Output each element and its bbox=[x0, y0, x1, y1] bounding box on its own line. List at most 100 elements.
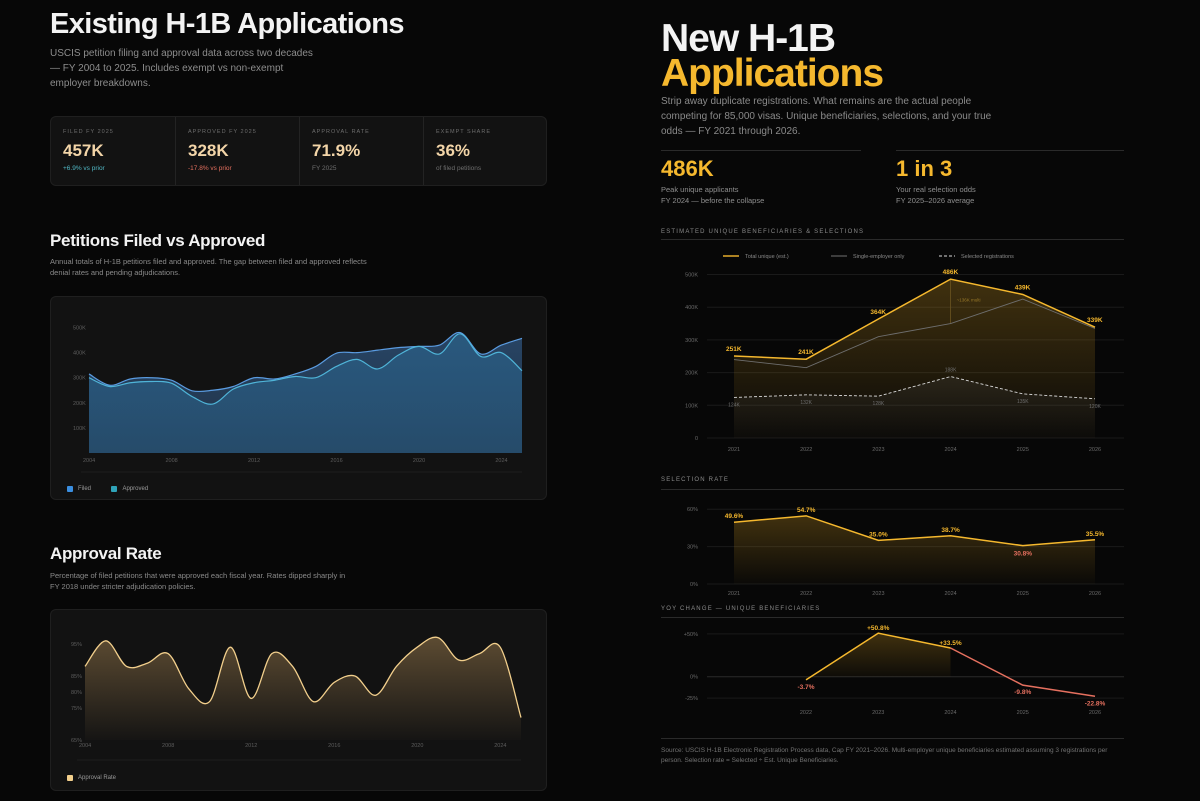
x-tick-label: 2004 bbox=[79, 743, 91, 749]
selection-rate-label: 35.5% bbox=[1086, 531, 1105, 538]
approval-rate-area bbox=[85, 637, 521, 740]
filed-vs-approved-legend: Filed Approved bbox=[67, 479, 164, 497]
selected-data-label: 128K bbox=[873, 401, 885, 407]
legend-label: Approval Rate bbox=[78, 775, 117, 781]
x-tick-label: 2025 bbox=[1017, 710, 1029, 716]
yoy-data-label: -9.8% bbox=[1014, 689, 1031, 696]
legend-swatch bbox=[67, 486, 73, 492]
divider bbox=[661, 150, 861, 151]
total-data-label: 241K bbox=[798, 349, 814, 356]
approval-rate-legend: Approval Rate bbox=[67, 768, 132, 786]
legend-single-label: Single-employer only bbox=[853, 254, 905, 260]
selection-rate-line bbox=[733, 515, 1096, 547]
kpi-value: 36% bbox=[436, 141, 471, 160]
x-tick-label: 2024 bbox=[494, 743, 506, 749]
yoy-line-positive bbox=[805, 632, 951, 681]
x-tick-label: 2022 bbox=[800, 447, 812, 453]
x-tick-label: 2023 bbox=[872, 447, 884, 453]
x-tick-label: 2024 bbox=[495, 458, 507, 464]
legend-approval-rate: Approval Rate bbox=[67, 775, 116, 781]
y-tick-label: 200K bbox=[685, 371, 698, 377]
x-tick-label: 2023 bbox=[872, 591, 884, 597]
kpi-value: 71.9% bbox=[312, 141, 361, 160]
y-tick-label: 85% bbox=[71, 674, 82, 680]
stat-value: 486K bbox=[661, 156, 714, 181]
total-data-label: 486K bbox=[943, 269, 959, 276]
yoy-change-chart: -25% 0% +50% 2022 2023 2024 2025 2026 -3.7% +50.8… bbox=[684, 625, 1124, 716]
x-tick-label: 2024 bbox=[944, 447, 956, 453]
y-tick-label: -25% bbox=[685, 696, 698, 702]
x-tick-label: 2025 bbox=[1017, 447, 1029, 453]
x-tick-label: 2024 bbox=[944, 710, 956, 716]
y-tick-label: 75% bbox=[71, 706, 82, 712]
stat-line2: FY 2024 — before the collapse bbox=[661, 196, 765, 205]
selection-rate-label: 49.6% bbox=[725, 513, 744, 520]
kpi-value: 457K bbox=[63, 141, 104, 160]
x-tick-label: 2024 bbox=[944, 591, 956, 597]
y-tick-label: +50% bbox=[684, 632, 698, 638]
stat-line1: Your real selection odds bbox=[896, 185, 976, 194]
filed-line bbox=[88, 331, 523, 393]
x-tick-label: 2022 bbox=[800, 710, 812, 716]
y-tick-label: 500K bbox=[73, 326, 86, 332]
unique-beneficiaries-chart: Total unique (est.) Single-employer only S… bbox=[685, 254, 1124, 453]
yoy-data-label: +33.5% bbox=[939, 640, 961, 647]
selected-data-label: 188K bbox=[945, 368, 957, 374]
stat-odds: 1 in 3 Your real selection odds FY 2025–… bbox=[896, 156, 976, 206]
selection-rate-area bbox=[734, 515, 1095, 584]
legend-selected-label: Selected registrations bbox=[961, 254, 1014, 260]
beneficiaries-section-label: ESTIMATED UNIQUE BENEFICIARIES & SELECTI… bbox=[661, 229, 865, 235]
right-title-line1: New H-1B bbox=[661, 17, 836, 60]
approval-rate-title: Approval Rate bbox=[50, 544, 162, 563]
yoy-positive-area bbox=[806, 633, 951, 680]
y-tick-label: 0 bbox=[695, 436, 698, 442]
kpi-filed: FILED FY 2025 457K +6.9% vs prior bbox=[51, 117, 175, 185]
y-tick-label: 0% bbox=[690, 582, 698, 588]
selection-rate-chart: 0% 30% 60% 2021 2022 2023 2024 2025 2026 49.6% 54.… bbox=[687, 507, 1124, 597]
y-tick-label: 400K bbox=[73, 351, 86, 357]
total-data-label: 251K bbox=[726, 346, 742, 353]
y-tick-label: 30% bbox=[687, 545, 698, 551]
legend-swatch bbox=[67, 775, 73, 781]
yoy-section-label: YOY CHANGE — UNIQUE BENEFICIARIES bbox=[661, 606, 821, 612]
left-page-title: Existing H-1B Applications bbox=[50, 8, 405, 40]
stat-line1: Peak unique applicants bbox=[661, 185, 739, 194]
selection-rate-section-label: SELECTION RATE bbox=[661, 477, 730, 483]
x-tick-label: 2008 bbox=[162, 743, 174, 749]
filed-vs-approved-card: 100K 200K 300K 400K 500K 2004 2008 2012 2016 2020… bbox=[50, 296, 547, 500]
approved-line bbox=[88, 333, 523, 405]
y-tick-label: 65% bbox=[71, 738, 82, 744]
y-tick-label: 100K bbox=[73, 426, 86, 432]
divider bbox=[661, 489, 1124, 490]
x-tick-label: 2022 bbox=[800, 591, 812, 597]
approval-rate-line bbox=[84, 636, 522, 718]
kpi-label: EXEMPT SHARE bbox=[436, 129, 491, 135]
selected-data-label: 124K bbox=[728, 402, 740, 408]
x-tick-label: 2020 bbox=[413, 458, 425, 464]
yoy-line-negative bbox=[950, 647, 1096, 697]
y-tick-label: 500K bbox=[685, 273, 698, 279]
approved-area bbox=[89, 333, 522, 453]
kpi-note: FY 2025 bbox=[312, 165, 337, 172]
right-title-line2: Applications bbox=[661, 52, 884, 95]
selection-rate-label: 30.8% bbox=[1014, 551, 1033, 558]
kpi-note: +6.9% vs prior bbox=[63, 165, 105, 172]
yoy-data-label: -22.8% bbox=[1085, 700, 1106, 707]
x-tick-label: 2026 bbox=[1089, 591, 1101, 597]
x-tick-label: 2026 bbox=[1089, 447, 1101, 453]
x-tick-label: 2026 bbox=[1089, 710, 1101, 716]
divider bbox=[661, 239, 1124, 240]
kpi-note: of filed petitions bbox=[436, 165, 482, 172]
source-footnote: Source: USCIS H-1B Electronic Registrati… bbox=[661, 747, 1108, 764]
divider bbox=[896, 150, 1124, 151]
selection-rate-label: 35.0% bbox=[869, 531, 888, 538]
x-tick-label: 2016 bbox=[328, 743, 340, 749]
x-tick-label: 2012 bbox=[245, 743, 257, 749]
legend-approved: Approved bbox=[111, 486, 148, 492]
stat-value: 1 in 3 bbox=[896, 156, 953, 181]
y-tick-label: 60% bbox=[687, 507, 698, 513]
selected-data-label: 135K bbox=[1017, 399, 1029, 405]
x-tick-label: 2021 bbox=[728, 447, 740, 453]
divider bbox=[661, 617, 1124, 618]
x-tick-label: 2020 bbox=[411, 743, 423, 749]
